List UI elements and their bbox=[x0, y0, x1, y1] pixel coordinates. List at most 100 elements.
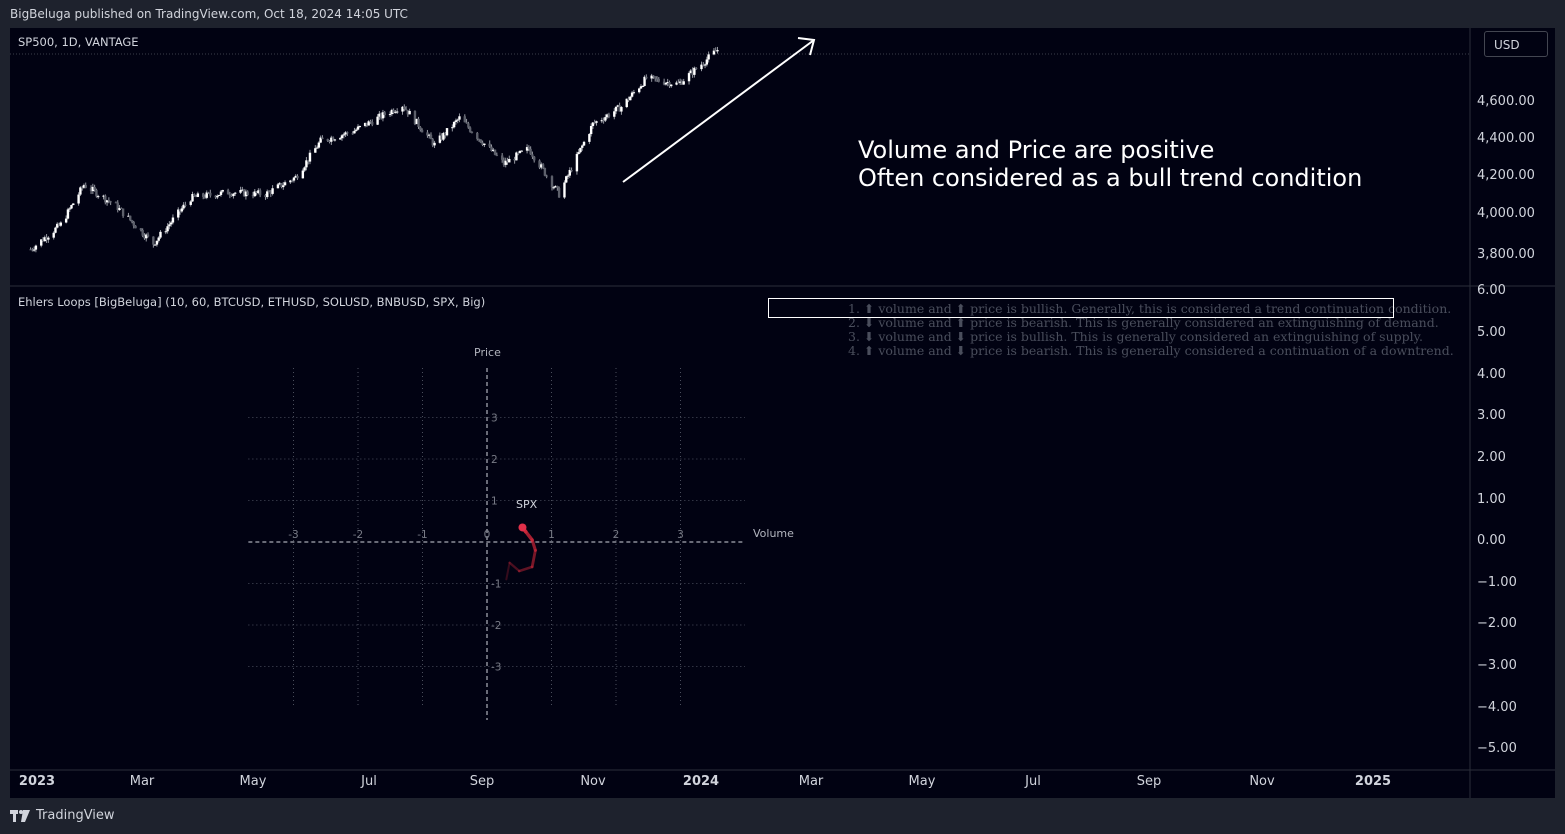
price-candle bbox=[114, 202, 118, 204]
price-candle bbox=[93, 186, 96, 190]
price-candle bbox=[470, 131, 474, 133]
price-candle bbox=[433, 142, 436, 146]
price-candle bbox=[241, 189, 244, 191]
price-candle bbox=[239, 189, 242, 193]
price-candle bbox=[104, 195, 107, 203]
price-candle bbox=[429, 134, 433, 140]
loop-x-tick-label: 2 bbox=[613, 529, 620, 541]
price-candle bbox=[178, 209, 182, 212]
price-candle bbox=[143, 235, 146, 239]
loop-x-tick-label: 0 bbox=[484, 529, 491, 541]
price-candle bbox=[557, 187, 561, 198]
price-candle bbox=[230, 195, 233, 197]
time-axis-label: Nov bbox=[580, 774, 606, 789]
price-candle bbox=[533, 156, 536, 161]
price-candle bbox=[502, 159, 506, 165]
price-candle bbox=[540, 164, 543, 168]
price-candle bbox=[568, 169, 571, 176]
price-candle bbox=[219, 191, 223, 195]
price-candle bbox=[492, 149, 495, 152]
price-candle bbox=[664, 82, 668, 85]
price-candle bbox=[468, 127, 472, 132]
currency-button[interactable]: USD bbox=[1484, 31, 1548, 57]
price-candle bbox=[130, 220, 134, 222]
price-candle bbox=[278, 183, 281, 185]
price-candle bbox=[371, 122, 374, 125]
price-candle bbox=[419, 126, 422, 130]
loop-y-tick-label: -1 bbox=[491, 579, 501, 591]
price-candle bbox=[244, 191, 248, 197]
price-candle bbox=[107, 200, 111, 202]
price-tick: 4,600.00 bbox=[1477, 94, 1535, 109]
price-candle bbox=[515, 152, 518, 161]
price-candle bbox=[394, 111, 397, 113]
trend-arrow-head bbox=[797, 37, 816, 56]
price-candle bbox=[315, 147, 319, 149]
chart-canvas[interactable]: -3 -2 -1 0 1 2 3 3 2 1 -1 -2 -3 bbox=[10, 28, 1555, 798]
price-candle bbox=[689, 70, 693, 74]
price-candle bbox=[116, 202, 119, 211]
price-candle bbox=[214, 195, 217, 198]
loop-series-segment bbox=[508, 561, 521, 573]
time-axis-label: Sep bbox=[469, 774, 495, 789]
loop-x-tick-label: -1 bbox=[417, 529, 427, 541]
indicator-tick: −2.00 bbox=[1477, 616, 1517, 631]
price-candle bbox=[570, 169, 573, 172]
price-candle bbox=[677, 82, 680, 84]
price-candle bbox=[415, 118, 418, 125]
price-candle bbox=[102, 195, 105, 197]
price-candle bbox=[654, 76, 657, 79]
price-candle bbox=[513, 158, 516, 161]
price-candle bbox=[483, 143, 486, 145]
price-candle bbox=[253, 191, 256, 197]
price-candle bbox=[493, 149, 497, 155]
price-candle bbox=[395, 111, 399, 113]
price-candle bbox=[314, 148, 317, 153]
price-candle bbox=[691, 70, 694, 75]
price-candle bbox=[565, 176, 568, 183]
price-candle bbox=[59, 222, 63, 226]
price-candle bbox=[716, 50, 719, 52]
price-candle bbox=[132, 221, 135, 226]
annotation-line-1: Volume and Price are positive bbox=[858, 136, 1215, 164]
loop-y-tick-label: -3 bbox=[491, 662, 501, 674]
footer-brand[interactable]: TradingView bbox=[10, 808, 115, 823]
price-candle bbox=[292, 177, 296, 181]
price-candle bbox=[40, 239, 43, 246]
legend-line-4: 4. ⬆ volume and ⬇ price is bearish. This… bbox=[848, 343, 1454, 358]
chart-area[interactable]: -3 -2 -1 0 1 2 3 3 2 1 -1 -2 -3 SP500, 1D, VANTAGE U… bbox=[10, 28, 1555, 798]
price-candle bbox=[627, 98, 630, 101]
price-candle bbox=[657, 78, 660, 82]
indicator-tick: 3.00 bbox=[1477, 408, 1506, 423]
price-candle bbox=[351, 133, 354, 135]
price-candle bbox=[518, 150, 522, 153]
price-candle bbox=[463, 116, 466, 123]
price-candle bbox=[431, 139, 434, 146]
price-candle bbox=[428, 134, 431, 136]
annotation-line-2: Often considered as a bull trend conditi… bbox=[858, 164, 1363, 192]
price-candle bbox=[45, 237, 48, 240]
loop-y-tick-label: 3 bbox=[491, 413, 498, 425]
price-candle bbox=[552, 187, 555, 189]
price-candle bbox=[541, 164, 545, 169]
price-candle bbox=[481, 142, 484, 145]
price-candle bbox=[95, 189, 98, 197]
price-candle bbox=[139, 228, 143, 230]
price-candle bbox=[527, 147, 531, 149]
loop-series-segment bbox=[517, 565, 534, 573]
price-candle bbox=[184, 204, 187, 206]
price-candle bbox=[182, 204, 185, 209]
price-candle bbox=[64, 218, 68, 223]
price-candle bbox=[121, 208, 125, 217]
indicator-tick: 6.00 bbox=[1477, 283, 1506, 298]
price-tick: 4,200.00 bbox=[1477, 168, 1535, 183]
price-candle bbox=[376, 116, 379, 125]
price-candle bbox=[529, 148, 532, 155]
price-candle bbox=[581, 145, 584, 148]
loop-y-tick-label: 2 bbox=[491, 454, 498, 466]
price-candle bbox=[145, 234, 148, 239]
price-candle bbox=[317, 142, 321, 148]
price-candle bbox=[614, 106, 618, 112]
price-candle bbox=[340, 135, 344, 139]
price-candle bbox=[413, 110, 417, 125]
